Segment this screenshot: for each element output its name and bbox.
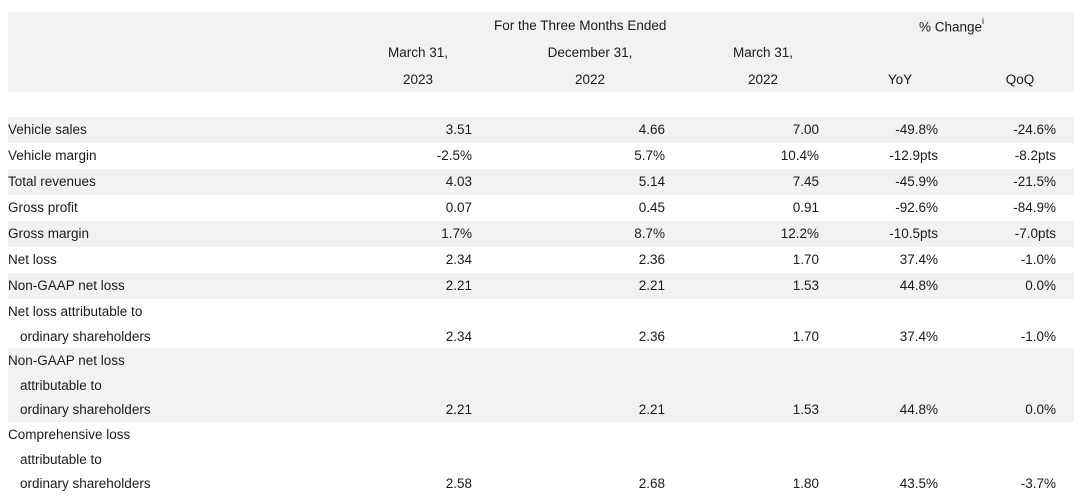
change-footnote-marker: i	[982, 16, 985, 26]
cell-col3: 1.53	[792, 402, 819, 417]
row-label: Gross margin	[8, 226, 90, 241]
cell-col3: 10.4%	[780, 148, 819, 163]
row-label: Non-GAAP net loss	[8, 278, 125, 293]
cell-col1: 4.03	[445, 174, 472, 189]
cell-col4: 44.8%	[899, 278, 938, 293]
cell-col3: 7.45	[792, 174, 819, 189]
change-group-header: % Changei	[919, 16, 985, 35]
cell-col1: 2.21	[445, 278, 472, 293]
cell-col5: -21.5%	[1013, 174, 1056, 189]
col4-header-yoy: YoY	[887, 72, 913, 87]
row-label: Total revenues	[8, 174, 96, 189]
cell-col5: -84.9%	[1013, 200, 1056, 215]
cell-col4: 37.4%	[899, 252, 938, 267]
table-row: Net loss 2.34 2.36 1.70 37.4% -1.0%	[8, 247, 1074, 273]
cell-col4: 43.5%	[899, 476, 938, 491]
table-row: Total revenues 4.03 5.14 7.45 -45.9% -21.5%	[8, 169, 1074, 195]
cell-col3: 7.00	[792, 122, 819, 137]
row-label: Gross profit	[8, 200, 78, 215]
table-row: Comprehensive loss attributable to ordinar…	[8, 422, 1074, 496]
cell-col4: -92.6%	[895, 200, 938, 215]
cell-col5: -24.6%	[1013, 122, 1056, 137]
col5-header-qoq: QoQ	[1005, 72, 1035, 87]
cell-col1: -2.5%	[436, 148, 472, 163]
cell-col2: 5.14	[638, 174, 665, 189]
col1-header-line2: 2023	[402, 72, 434, 87]
table-row: Gross profit 0.07 0.45 0.91 -92.6% -84.9%	[8, 195, 1074, 221]
cell-col5: -3.7%	[1020, 476, 1056, 491]
change-group-label: % Change	[919, 19, 983, 35]
cell-col3: 1.80	[792, 476, 819, 491]
cell-col3: 12.2%	[780, 226, 819, 241]
col1-header-line1: March 31,	[387, 45, 449, 60]
cell-col5: -7.0pts	[1014, 226, 1056, 241]
cell-col4: -49.8%	[895, 122, 938, 137]
table-row: Non-GAAP net loss attributable to ordinary…	[8, 348, 1074, 422]
header-band-bottom	[8, 38, 1074, 92]
cell-col4: -12.9pts	[889, 148, 938, 163]
cell-col5: 0.0%	[1025, 402, 1056, 417]
table-row: Non-GAAP net loss 2.21 2.21 1.53 44.8% 0.0%	[8, 273, 1074, 299]
row-label: attributable to	[20, 451, 102, 467]
header-band-top	[8, 12, 1074, 38]
cell-col2: 4.66	[638, 122, 665, 137]
col3-header-line2: 2022	[747, 72, 779, 87]
cell-col2: 5.7%	[634, 148, 665, 163]
cell-col3: 1.70	[792, 252, 819, 267]
cell-col3: 0.91	[792, 200, 819, 215]
cell-col4: -10.5pts	[889, 226, 938, 241]
cell-col5: 0.0%	[1025, 278, 1056, 293]
cell-col3: 1.53	[792, 278, 819, 293]
row-label: Comprehensive loss	[8, 427, 131, 442]
row-label: Net loss	[8, 252, 57, 267]
cell-col1: 3.51	[445, 122, 472, 137]
row-label: Vehicle margin	[8, 148, 97, 163]
row-label: attributable to	[20, 377, 102, 393]
col2-header-line1: December 31,	[547, 45, 633, 60]
row-label: ordinary shareholders	[20, 328, 151, 344]
cell-col1: 2.58	[445, 476, 472, 491]
table-row: Vehicle sales 3.51 4.66 7.00 -49.8% -24.6%	[8, 117, 1074, 143]
row-label: Net loss attributable to	[8, 304, 143, 319]
row-label: Non-GAAP net loss	[8, 353, 125, 368]
cell-col2: 2.68	[638, 476, 665, 491]
cell-col2: 2.21	[638, 402, 665, 417]
cell-col1: 1.7%	[441, 226, 472, 241]
row-label: Vehicle sales	[8, 122, 87, 137]
cell-col2: 2.36	[638, 328, 665, 344]
cell-col4: 44.8%	[899, 402, 938, 417]
cell-col1: 2.34	[445, 252, 472, 267]
col2-header-line2: 2022	[574, 72, 606, 87]
cell-col5: -1.0%	[1020, 252, 1056, 267]
cell-col2: 2.36	[638, 252, 665, 267]
row-label: ordinary shareholders	[20, 402, 151, 417]
table-row: Net loss attributable to ordinary shareho…	[8, 299, 1074, 348]
cell-col3: 1.70	[792, 328, 819, 344]
cell-col4: -45.9%	[895, 174, 938, 189]
cell-col2: 0.45	[638, 200, 665, 215]
row-label: ordinary shareholders	[20, 476, 151, 491]
cell-col1: 2.21	[445, 402, 472, 417]
cell-col1: 0.07	[445, 200, 472, 215]
cell-col5: -1.0%	[1020, 328, 1056, 344]
period-group-header: For the Three Months Ended	[494, 18, 667, 33]
cell-col1: 2.34	[445, 328, 472, 344]
cell-col2: 8.7%	[634, 226, 665, 241]
cell-col5: -8.2pts	[1014, 148, 1056, 163]
cell-col4: 37.4%	[899, 328, 938, 344]
col3-header-line1: March 31,	[732, 45, 794, 60]
cell-col2: 2.21	[638, 278, 665, 293]
table-row: Gross margin 1.7% 8.7% 12.2% -10.5pts -7.0pts	[8, 221, 1074, 247]
table-row: Vehicle margin -2.5% 5.7% 10.4% -12.9pts -8.2…	[8, 143, 1074, 169]
